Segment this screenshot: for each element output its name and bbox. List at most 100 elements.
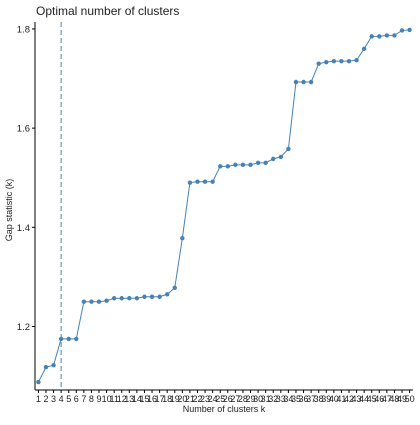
gap-data-point: [354, 57, 359, 63]
x-tick-label: 19: [170, 394, 180, 404]
gap-data-point: [74, 336, 79, 342]
x-tick-label: 38: [314, 394, 324, 404]
gap-data-point: [263, 160, 268, 166]
x-tick-label: 2: [43, 394, 48, 404]
plot-area: 1.21.41.61.81 2 3 4 5 6 7 8 9 1011121314151617181…: [17, 22, 415, 404]
x-tick-label: 40: [329, 394, 339, 404]
x-tick-label: 11: [109, 394, 118, 404]
gap-data-point: [172, 285, 177, 291]
x-tick-label: 36: [299, 394, 309, 404]
gap-data-point: [278, 154, 284, 160]
x-tick-label: 23: [200, 394, 210, 404]
gap-data-point: [180, 236, 185, 241]
gap-data-point: [339, 58, 344, 64]
gap-data-point: [324, 59, 329, 65]
gap-data-point: [142, 294, 147, 299]
x-tick-label: 27: [230, 394, 240, 404]
x-tick-label: 24: [208, 394, 218, 404]
x-tick-label: 12: [117, 394, 127, 404]
x-tick-label: 50: [405, 394, 415, 404]
x-tick-label: 31: [261, 394, 271, 404]
x-tick-label: 20: [177, 394, 187, 404]
gap-data-point: [89, 299, 94, 304]
gap-data-point: [331, 58, 337, 64]
gap-data-point: [240, 162, 246, 168]
x-tick-label: 41: [336, 394, 346, 404]
gap-data-point: [210, 179, 215, 184]
x-tick-label: 10: [102, 394, 112, 404]
gap-data-point: [407, 27, 412, 33]
gap-data-point: [225, 164, 230, 169]
gap-data-point: [255, 160, 261, 166]
x-tick-label: 29: [246, 394, 256, 404]
x-tick-label: 7: [81, 394, 86, 404]
x-tick-label: 45: [367, 394, 377, 404]
x-tick-label: 15: [139, 394, 149, 404]
gap-data-point: [134, 296, 140, 301]
x-tick-label: 1: [36, 394, 41, 404]
x-tick-label: 9: [97, 394, 102, 404]
x-tick-label: 13: [124, 394, 134, 404]
gap-data-point: [271, 156, 276, 162]
x-tick-label: 3: [51, 394, 56, 404]
gap-data-point: [399, 28, 405, 33]
x-tick-label: 28: [238, 394, 248, 404]
x-tick-label: 33: [276, 394, 286, 404]
gap-data-point: [248, 162, 253, 168]
x-tick-label: 25: [215, 394, 225, 404]
gap-data-point: [377, 34, 382, 39]
gap-data-point: [202, 179, 208, 184]
gap-data-point: [43, 364, 49, 370]
x-tick-label: 37: [306, 394, 316, 404]
gap-data-point: [301, 79, 306, 85]
x-tick-label: 21: [185, 394, 195, 404]
gap-data-point: [127, 296, 132, 301]
x-tick-label: 34: [283, 394, 293, 404]
gap-series-line: [37, 29, 410, 383]
x-tick-label: 14: [132, 394, 142, 404]
x-tick-label: 47: [382, 394, 392, 404]
x-tick-label: 44: [359, 394, 369, 404]
gap-data-point: [384, 33, 390, 38]
gap-data-point: [218, 164, 223, 169]
gap-data-point: [119, 296, 124, 301]
x-tick-label: 42: [344, 394, 354, 404]
gap-data-point: [233, 162, 238, 168]
x-tick-label: 18: [162, 394, 172, 404]
x-tick-label: 5: [66, 394, 71, 404]
x-tick-label: 46: [374, 394, 384, 404]
gap-data-point: [361, 46, 367, 51]
gap-data-point: [286, 146, 291, 152]
y-tick-label: 1.2: [17, 322, 30, 333]
gap-data-point: [346, 58, 352, 64]
x-tick-label: 39: [321, 394, 331, 404]
y-axis-title: Gap statistic (k): [4, 179, 14, 242]
x-tick-label: 49: [397, 394, 407, 404]
gap-data-point: [369, 34, 374, 39]
y-tick-label: 1.6: [17, 124, 30, 135]
x-tick-label: 17: [155, 394, 165, 404]
gap-data-point: [157, 294, 162, 299]
gap-data-point: [66, 336, 71, 342]
chart-title: Optimal number of clusters: [36, 4, 179, 18]
x-tick-label: 22: [192, 394, 202, 404]
gap-data-point: [96, 299, 102, 304]
y-tick-label: 1.4: [17, 223, 30, 234]
gap-data-point: [81, 299, 87, 304]
x-tick-label: 6: [74, 394, 79, 404]
y-tick-label: 1.8: [17, 24, 30, 35]
gap-data-point: [104, 298, 109, 303]
x-axis-title: Number of clusters k: [183, 404, 266, 414]
x-tick-label: 4: [59, 394, 64, 404]
x-tick-label: 30: [253, 394, 263, 404]
x-tick-label: 32: [268, 394, 278, 404]
x-tick-label: 26: [223, 394, 233, 404]
x-tick-label: 35: [291, 394, 301, 404]
gap-data-point: [164, 292, 170, 297]
gap-data-point: [51, 363, 56, 368]
gap-data-point: [392, 33, 397, 38]
gap-data-point: [111, 296, 117, 301]
gap-data-point: [149, 294, 155, 299]
